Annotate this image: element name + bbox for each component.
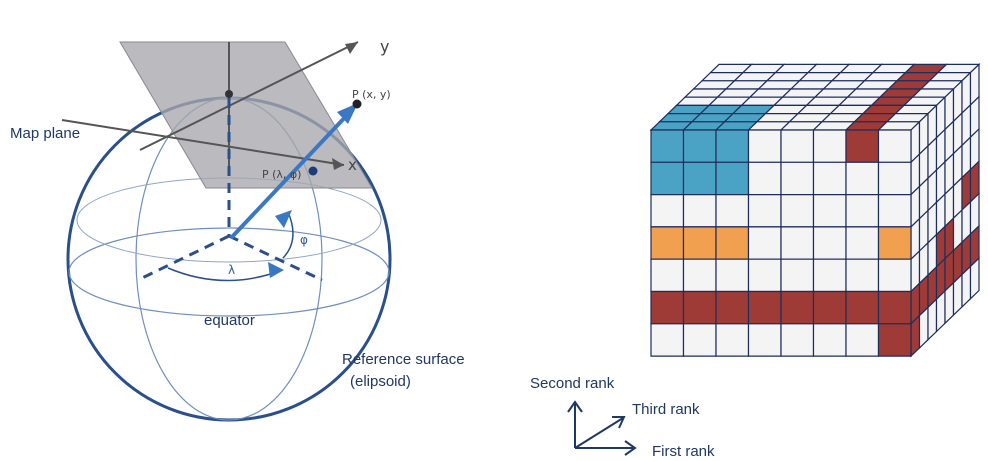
equator-label: equator — [204, 312, 255, 329]
tensor-cube — [649, 62, 981, 358]
front-cell — [682, 290, 717, 325]
front-cell — [715, 161, 750, 196]
front-cell — [877, 290, 912, 325]
front-cell — [812, 129, 847, 163]
plane-axis-diagonal — [139, 41, 359, 151]
front-cell — [650, 161, 685, 196]
phi-arrowhead — [275, 210, 292, 228]
phi-label: φ — [300, 233, 308, 247]
front-cell — [747, 226, 782, 260]
front-cell — [682, 194, 717, 228]
front-cell — [780, 194, 815, 228]
plane-axis-horizontal — [61, 119, 345, 166]
front-cell — [715, 290, 750, 325]
reference-surface-sublabel: (elipsoid) — [350, 373, 411, 390]
front-cell — [650, 129, 685, 163]
front-cell — [747, 161, 782, 196]
rank-axes: Second rank Third rank First rank — [530, 375, 715, 460]
lambda-arc — [167, 267, 283, 282]
front-cell — [845, 258, 880, 293]
front-cell — [812, 323, 847, 357]
front-cell — [747, 194, 782, 228]
front-cell — [747, 129, 782, 163]
lambda-arrowhead — [268, 262, 284, 278]
front-cell — [780, 290, 815, 325]
front-cell — [845, 194, 880, 228]
second-rank-label: Second rank — [530, 375, 615, 392]
front-cell — [650, 226, 685, 260]
third-rank-label: Third rank — [632, 401, 700, 418]
front-cell — [877, 194, 912, 228]
point-sphere-label: P (λ, φ) — [262, 168, 301, 181]
front-cell — [877, 129, 912, 163]
projection-diagram: Map plane y x P (x, y) P (λ, φ) φ λ equa… — [10, 37, 465, 422]
front-cell — [780, 161, 815, 196]
front-cell — [715, 194, 750, 228]
front-cell — [747, 258, 782, 293]
front-cell — [715, 129, 750, 163]
lambda-label: λ — [228, 263, 235, 277]
equator-dashed-right — [228, 234, 323, 282]
front-cell — [877, 258, 912, 293]
front-cell — [877, 323, 912, 357]
map-point-dot — [352, 99, 362, 109]
front-cell — [650, 323, 685, 357]
front-cell — [747, 290, 782, 325]
projection-vector-arrowhead — [337, 103, 358, 124]
front-cell — [845, 226, 880, 260]
axis-y-label: y — [380, 37, 389, 56]
front-cell — [747, 323, 782, 357]
reference-surface-label: Reference surface — [342, 351, 465, 368]
front-cell — [780, 129, 815, 163]
front-cell — [812, 290, 847, 325]
equator-ellipse — [68, 227, 390, 317]
front-cell — [780, 323, 815, 357]
front-cell — [715, 226, 750, 260]
front-cell — [682, 129, 717, 163]
front-cell — [780, 258, 815, 293]
front-cell — [650, 194, 685, 228]
front-cell — [845, 129, 880, 163]
sphere-point-dot — [308, 166, 318, 176]
y-axis-arrowhead — [345, 42, 358, 54]
phi-arc — [282, 211, 294, 259]
front-cell — [845, 323, 880, 357]
third-rank-axis — [574, 417, 624, 449]
x-axis-arrowhead — [332, 158, 344, 170]
front-cell — [715, 258, 750, 293]
front-cell — [715, 323, 750, 357]
side-cell — [969, 256, 980, 301]
front-cell — [845, 290, 880, 325]
second-rank-arrowhead — [567, 400, 583, 413]
front-cell — [682, 226, 717, 260]
front-cell — [812, 161, 847, 196]
projection-vector — [229, 110, 352, 240]
third-rank-arrowhead — [612, 416, 626, 429]
map-plane-label: Map plane — [10, 125, 80, 142]
front-cell — [812, 226, 847, 260]
front-cell — [877, 161, 912, 196]
front-cell — [682, 258, 717, 293]
first-rank-label: First rank — [652, 443, 715, 460]
front-cell — [650, 290, 685, 325]
front-cell — [780, 226, 815, 260]
point-map-label: P (x, y) — [352, 88, 391, 101]
front-cell — [682, 161, 717, 196]
axis-x-label: x — [348, 156, 357, 174]
front-cell — [812, 258, 847, 293]
front-cell — [682, 323, 717, 357]
first-rank-arrowhead — [624, 440, 637, 456]
plane-origin-dot — [225, 90, 233, 98]
front-cell — [812, 194, 847, 228]
front-cell — [877, 226, 912, 260]
front-cell — [650, 258, 685, 293]
front-cell — [845, 161, 880, 196]
